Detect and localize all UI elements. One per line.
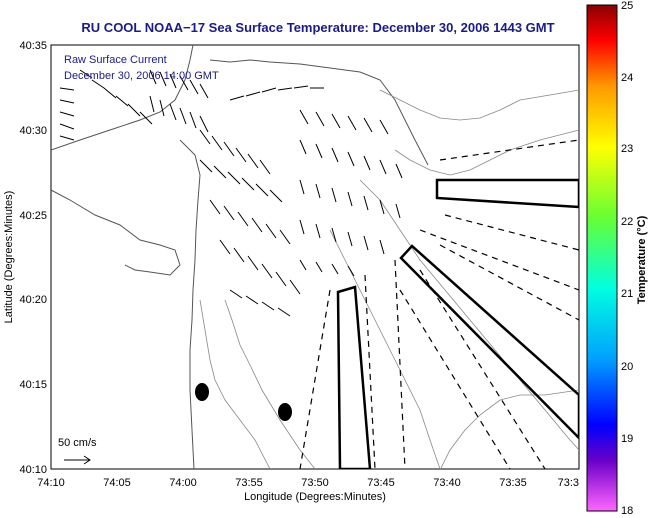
colorbar-tick-label: 20 — [621, 361, 633, 373]
survey-boxes — [336, 178, 579, 469]
x-tick-label: 73:35 — [499, 477, 527, 489]
coastline — [51, 45, 429, 469]
buoy-marker — [278, 403, 292, 421]
y-tick-label: 40:10 — [19, 464, 47, 476]
scale-label: 50 cm/s — [58, 437, 97, 449]
x-tick-label: 74:00 — [169, 477, 197, 489]
x-tick-label: 73:3 — [558, 477, 579, 489]
colorbar-tick-label: 23 — [621, 143, 633, 155]
y-tick-label: 40:35 — [19, 40, 47, 52]
scale-arrowhead — [83, 455, 91, 465]
legend-line-1: Raw Surface Current — [64, 54, 167, 66]
x-axis-label: Longitude (Degrees:Minutes) — [244, 491, 386, 503]
map-title: RU COOL NOAA−17 Sea Surface Temperature:… — [81, 20, 554, 35]
legend-line-2: December 30, 2006 14:00 GMT — [64, 70, 219, 82]
current-vector-field — [59, 69, 403, 317]
x-tick-label: 73:45 — [367, 477, 395, 489]
y-tick-label: 40:20 — [19, 294, 47, 306]
y-tick-label: 40:25 — [19, 210, 47, 222]
x-tick-label: 73:40 — [433, 477, 461, 489]
y-tick-label: 40:30 — [19, 125, 47, 137]
colorbar-tick-label: 21 — [621, 288, 633, 300]
x-tick-label: 74:05 — [103, 477, 131, 489]
x-tick-label: 74:10 — [37, 477, 65, 489]
colorbar-tick-label: 25 — [621, 0, 633, 12]
colorbar — [586, 4, 618, 512]
x-tick-label: 73:50 — [301, 477, 329, 489]
colorbar-tick-label: 19 — [621, 433, 633, 445]
y-tick-label: 40:15 — [19, 379, 47, 391]
bathymetry-contour — [199, 89, 579, 469]
buoy-marker — [195, 383, 209, 401]
sampling-transects — [299, 139, 579, 469]
x-axis: 74:10 74:05 74:00 73:55 73:50 73:45 73:4… — [37, 477, 579, 489]
colorbar-tick-label: 24 — [621, 72, 633, 84]
y-axis-label: Latitude (Degrees:Minutes) — [3, 191, 15, 324]
map-content — [51, 45, 579, 469]
colorbar-ticks: 25 24 23 22 21 20 19 18 — [621, 0, 633, 517]
colorbar-tick-label: 22 — [621, 216, 633, 228]
colorbar-label: Temperature (°C) — [636, 215, 648, 304]
y-axis: 40:35 40:30 40:25 40:20 40:15 40:10 — [19, 40, 47, 476]
x-tick-label: 73:55 — [235, 477, 263, 489]
colorbar-tick-label: 18 — [621, 505, 633, 517]
plot-frame — [50, 44, 580, 470]
